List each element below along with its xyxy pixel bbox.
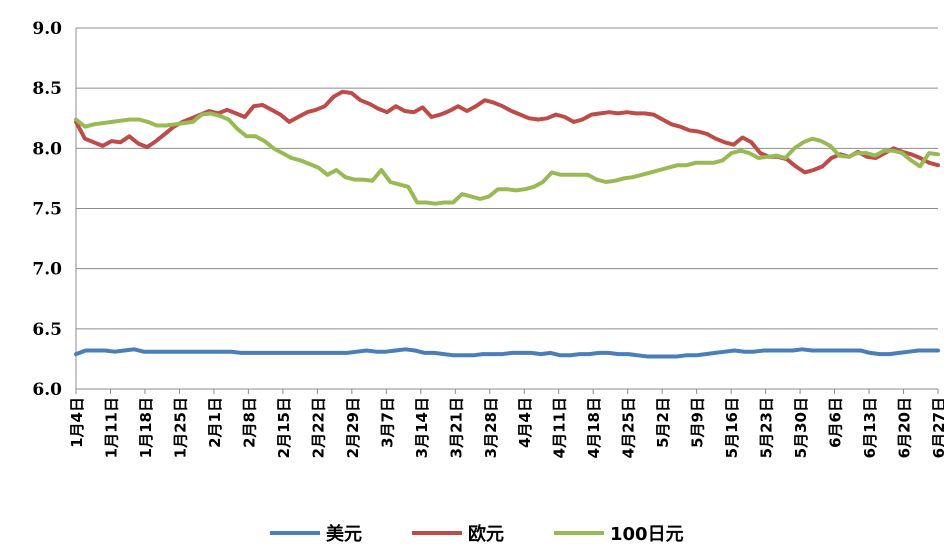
x-tick-label: 3月28日	[482, 397, 500, 458]
x-tick-label: 5月9日	[689, 397, 707, 448]
x-tick-label: 6月27日	[930, 397, 944, 458]
x-tick-label: 2月15日	[275, 397, 293, 458]
x-tick-label: 4月11日	[551, 397, 569, 458]
y-tick-label: 7.0	[32, 260, 62, 280]
x-tick-label: 4月4日	[516, 397, 534, 448]
x-tick-label: 5月23日	[758, 397, 776, 458]
x-tick-label: 3月7日	[378, 397, 396, 448]
y-tick-label: 6.0	[32, 380, 62, 400]
grid-lines	[76, 27, 938, 390]
series-lines	[74, 89, 940, 359]
x-tick-label: 1月4日	[68, 397, 86, 448]
y-tick-label: 8.0	[32, 139, 62, 159]
x-tick-label: 1月11日	[102, 397, 120, 458]
y-axis: 6.0 6.5 7.0 7.5 8.0 8.5 9.0	[32, 19, 77, 400]
x-tick-label: 2月1日	[206, 397, 224, 448]
x-axis: 1月4日 1月11日 1月18日 1月25日 2月1日 2月8日 2月15日 2月22日 2月2…	[68, 388, 944, 458]
x-tick-label: 5月30日	[792, 397, 810, 458]
x-tick-label: 4月25日	[620, 397, 638, 458]
x-tick-label: 5月2日	[654, 397, 672, 448]
x-tick-label: 2月29日	[344, 397, 362, 458]
series-line-0	[74, 347, 940, 359]
legend-label-0: 美元	[326, 523, 362, 545]
x-tick-label: 5月16日	[723, 397, 741, 458]
x-tick-label: 4月18日	[585, 397, 603, 458]
legend: 美元 欧元 100日元	[270, 523, 684, 545]
x-tick-label: 6月6日	[827, 397, 845, 448]
series-line-2	[74, 111, 940, 206]
y-tick-label: 9.0	[32, 19, 62, 39]
x-tick-label: 2月22日	[309, 397, 327, 458]
x-tick-label: 6月20日	[896, 397, 914, 458]
x-tick-label: 3月21日	[447, 397, 465, 458]
legend-label-1: 欧元	[468, 523, 504, 545]
series-line-1	[74, 89, 940, 175]
x-tick-label: 1月18日	[137, 397, 155, 458]
x-tick-label: 1月25日	[171, 397, 189, 458]
legend-label-2: 100日元	[610, 524, 684, 545]
x-tick-label: 6月13日	[861, 397, 879, 458]
y-tick-label: 8.5	[32, 79, 62, 99]
y-tick-label: 6.5	[32, 320, 62, 340]
x-tick-label: 2月8日	[240, 397, 258, 448]
x-tick-label: 3月14日	[413, 397, 431, 458]
y-tick-label: 7.5	[32, 200, 62, 220]
